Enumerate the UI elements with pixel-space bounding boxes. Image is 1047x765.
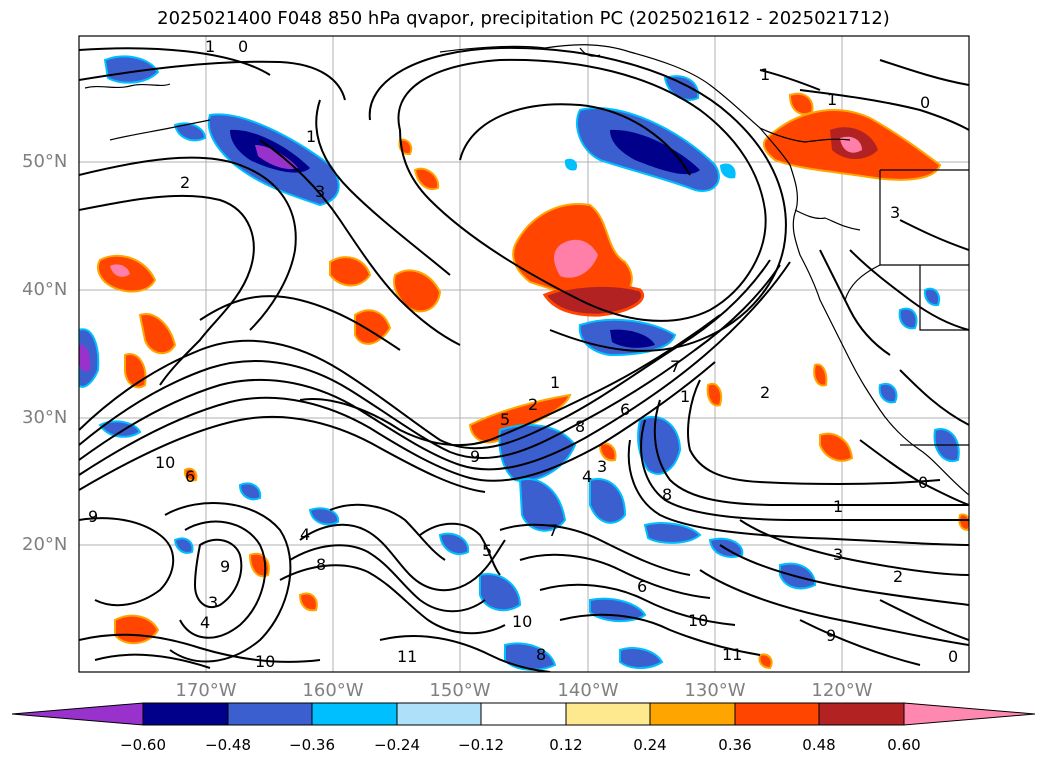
contour-label: 11 [397, 647, 417, 666]
colorbar-tick: −0.12 [458, 736, 504, 754]
lat-label-20n: 20°N [22, 534, 68, 555]
contour-label: 3 [833, 545, 843, 564]
contour-label: 10 [688, 611, 708, 630]
lon-label-150w: 150°W [429, 680, 491, 701]
lat-label-50n: 50°N [22, 151, 68, 172]
contour-label: 10 [155, 453, 175, 472]
lon-label-140w: 140°W [557, 680, 619, 701]
contour-label: 9 [826, 626, 836, 645]
contour-label: 11 [722, 645, 742, 664]
contour-label: 5 [482, 541, 492, 560]
colorbar-tick: −0.60 [120, 736, 166, 754]
colorbar-tick: −0.48 [205, 736, 251, 754]
contour-label: 4 [200, 613, 210, 632]
colorbar-bin [311, 702, 398, 726]
contour-label: 1 [680, 387, 690, 406]
colorbar-tick: 0.12 [549, 736, 583, 754]
lon-label-130w: 130°W [684, 680, 746, 701]
colorbar-bin [565, 702, 651, 726]
contour-label: 9 [88, 507, 98, 526]
contour-label: 7 [670, 357, 680, 376]
contour-label: 6 [620, 400, 630, 419]
colorbar [11, 702, 1036, 726]
lat-label-30n: 30°N [22, 407, 68, 428]
contour-label: 10 [512, 612, 532, 631]
contour-label: 0 [238, 37, 248, 56]
contour-label: 1 [827, 90, 837, 109]
contour-label: 2 [760, 383, 770, 402]
contour-label: 4 [300, 525, 310, 544]
contour-label: 1 [550, 373, 560, 392]
colorbar-bin [649, 702, 736, 726]
contour-label: 3 [315, 182, 325, 201]
colorbar-bin [396, 702, 482, 726]
contour-labels: 1 0 1 2 3 1 0 3 2 1 2 1 7 6 8 5 9 10 6 4… [88, 37, 958, 671]
colorbar-tick: 0.60 [887, 736, 921, 754]
colorbar-tick: −0.24 [374, 736, 420, 754]
lat-label-40n: 40°N [22, 279, 68, 300]
contour-label: 6 [637, 577, 647, 596]
contour-label: 2 [893, 567, 903, 586]
lon-label-120w: 120°W [811, 680, 873, 701]
colorbar-bin [818, 702, 905, 726]
contour-label: 0 [918, 473, 928, 492]
contour-label: 3 [890, 203, 900, 222]
contour-label: 2 [528, 395, 538, 414]
colorbar-tick: 0.36 [718, 736, 752, 754]
contours [79, 46, 969, 672]
precip-positive [96, 92, 969, 670]
contour-label: 5 [500, 410, 510, 429]
colorbar-bin [227, 702, 313, 726]
colorbar-bin [480, 702, 567, 726]
colorbar-tick: −0.36 [289, 736, 335, 754]
map-title: 2025021400 F048 850 hPa qvapor, precipit… [157, 8, 890, 29]
contour-label: 3 [597, 457, 607, 476]
lon-label-170w: 170°W [175, 680, 237, 701]
colorbar-extend-min [11, 702, 144, 726]
contour-label: 9 [470, 447, 480, 466]
contour-label: 10 [255, 652, 275, 671]
colorbar-bin [734, 702, 820, 726]
contour-label: 7 [548, 521, 558, 540]
lon-label-160w: 160°W [302, 680, 364, 701]
contour-label: 8 [575, 417, 585, 436]
contour-label: 2 [180, 173, 190, 192]
contour-label: 8 [662, 485, 672, 504]
contour-label: 8 [316, 555, 326, 574]
contour-label: 3 [208, 593, 218, 612]
plot-frame [78, 35, 970, 673]
contour-label: 1 [205, 37, 215, 56]
contour-label: 0 [948, 647, 958, 666]
colorbar-tick: 0.24 [633, 736, 667, 754]
contour-label: 1 [833, 497, 843, 516]
contour-label: 9 [220, 557, 230, 576]
contour-label: 6 [185, 467, 195, 486]
contour-label: 8 [536, 645, 546, 664]
colorbar-tick: 0.48 [802, 736, 836, 754]
contour-label: 0 [920, 93, 930, 112]
contour-label: 1 [306, 127, 316, 146]
colorbar-bin [142, 702, 229, 726]
contour-label: 4 [582, 467, 592, 486]
contour-label: 1 [760, 65, 770, 84]
colorbar-extend-max [903, 702, 1036, 726]
